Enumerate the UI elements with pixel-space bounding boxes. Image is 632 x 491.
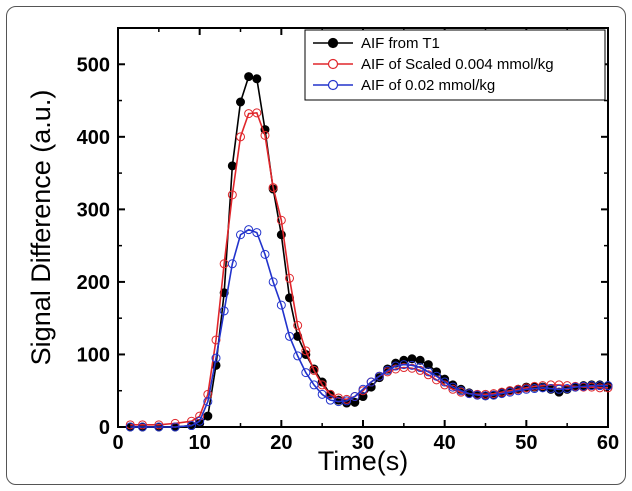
data-point-series-1: [203, 411, 213, 421]
data-point-series-3: [448, 382, 458, 392]
data-point-series-2: [268, 183, 278, 193]
data-point-series-3: [219, 306, 229, 316]
data-point-series-3: [154, 422, 164, 432]
y-tick-label: 100: [77, 344, 110, 366]
data-point-series-3: [268, 277, 278, 287]
data-point-series-2: [138, 420, 147, 430]
data-point-series-3: [244, 225, 254, 235]
data-point-series-2: [252, 108, 262, 118]
data-point-series-3: [350, 392, 360, 402]
x-tick-label: 30: [352, 432, 374, 454]
data-point-series-3: [301, 368, 311, 378]
data-point-series-3: [456, 386, 466, 396]
data-point-series-1: [415, 355, 425, 365]
data-point-series-2: [211, 335, 221, 345]
data-point-series-3: [366, 377, 376, 387]
data-point-series-3: [187, 421, 196, 431]
data-point-series-3: [211, 353, 221, 363]
data-point-series-1: [227, 161, 237, 171]
legend-marker-1: [327, 37, 339, 49]
legend-label-2: AIF of Scaled 0.004 mmol/kg: [361, 56, 554, 73]
data-point-series-3: [423, 367, 433, 377]
x-tick-label: 50: [515, 432, 537, 454]
data-point-series-2: [154, 420, 164, 430]
data-point-series-3: [195, 416, 205, 426]
data-point-series-2: [260, 130, 270, 140]
data-point-series-3: [440, 377, 450, 387]
series-line-3: [130, 228, 608, 428]
data-point-series-3: [309, 380, 319, 390]
data-point-series-1: [252, 74, 262, 84]
data-point-series-3: [415, 363, 425, 373]
y-tick-label: 200: [77, 272, 110, 294]
legend-marker-3: [327, 79, 339, 91]
data-point-series-3: [374, 371, 384, 381]
legend-label-3: AIF of 0.02 mmol/kg: [361, 77, 495, 94]
y-tick-label: 0: [99, 417, 110, 439]
data-point-series-2: [309, 365, 319, 375]
y-tick-label: 300: [77, 199, 110, 221]
data-point-series-3: [358, 384, 368, 394]
data-point-series-3: [342, 396, 352, 406]
data-point-series-3: [407, 360, 417, 370]
series-line-1: [130, 75, 609, 428]
y-tick-label: 400: [77, 127, 110, 149]
y-tick-label: 500: [77, 54, 110, 76]
data-point-series-3: [252, 228, 262, 238]
legend-marker-2: [327, 58, 339, 70]
data-point-series-3: [293, 351, 303, 361]
data-point-series-3: [236, 230, 245, 240]
data-point-series-2: [293, 320, 303, 330]
data-point-series-3: [125, 422, 135, 432]
data-point-series-3: [317, 389, 327, 399]
legend-label-1: AIF from T1: [361, 35, 440, 52]
x-tick-label: 10: [189, 432, 211, 454]
x-tick-label: 60: [597, 432, 619, 454]
data-point-series-2: [227, 190, 237, 200]
data-point-series-3: [603, 381, 613, 391]
data-point-series-3: [170, 422, 180, 432]
legend-box: [304, 29, 606, 101]
data-point-series-2: [236, 132, 245, 142]
y-axis-title: Signal Difference (a.u.): [26, 90, 56, 366]
data-point-series-1: [423, 360, 433, 370]
data-point-series-3: [276, 300, 286, 310]
data-point-series-3: [203, 397, 213, 407]
x-tick-label: 0: [112, 432, 123, 454]
x-axis-title: Time(s): [318, 446, 408, 476]
x-tick-label: 40: [434, 432, 456, 454]
data-point-series-2: [276, 215, 286, 225]
data-point-series-2: [301, 346, 311, 356]
data-point-series-2: [285, 273, 294, 283]
data-point-series-2: [603, 383, 613, 393]
data-point-series-3: [285, 331, 294, 341]
data-point-series-1: [244, 72, 254, 82]
data-point-series-3: [227, 259, 237, 269]
data-point-series-1: [554, 387, 564, 397]
data-point-series-3: [138, 422, 147, 432]
x-tick-label: 20: [270, 432, 292, 454]
data-point-series-2: [125, 420, 135, 430]
data-point-series-3: [260, 249, 270, 259]
data-point-series-3: [432, 371, 441, 381]
data-point-series-3: [383, 365, 392, 375]
data-point-series-1: [236, 97, 245, 107]
